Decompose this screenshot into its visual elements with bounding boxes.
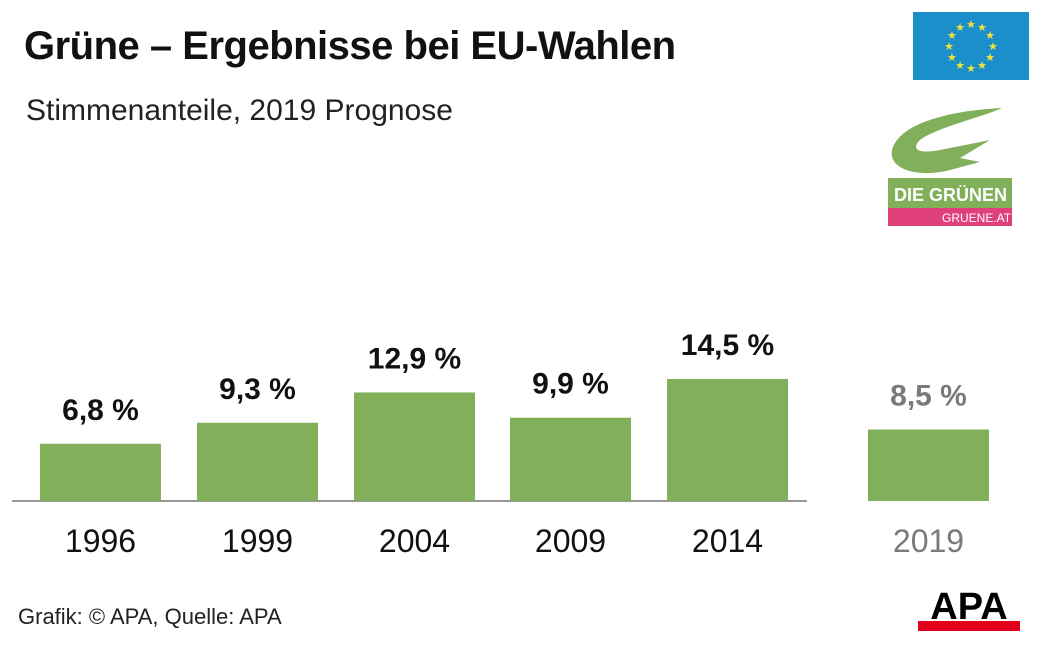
source-credit: Grafik: © APA, Quelle: APA (18, 604, 282, 629)
gruene-logo-url: GRUENE.AT (942, 211, 1012, 225)
x-tick-label-2009: 2009 (535, 523, 606, 559)
eu-star-icon: ★ (977, 22, 987, 34)
x-tick-label-1999: 1999 (222, 523, 293, 559)
bar-2009 (510, 417, 631, 501)
eu-star-icon: ★ (955, 22, 965, 34)
eu-star-icon: ★ (985, 30, 995, 42)
eu-star-icon: ★ (977, 60, 987, 72)
data-label-2019: 8,5 % (890, 379, 967, 412)
x-tick-label-2014: 2014 (692, 523, 763, 559)
data-label-1996: 6,8 % (62, 394, 139, 427)
chart-subtitle: Stimmenanteile, 2019 Prognose (26, 94, 453, 127)
bar-1996 (40, 443, 161, 501)
data-label-2004: 12,9 % (368, 342, 461, 375)
eu-star-icon: ★ (944, 41, 954, 53)
chart-title: Grüne – Ergebnisse bei EU-Wahlen (24, 24, 676, 68)
eu-star-icon: ★ (955, 60, 965, 72)
x-tick-label-2019: 2019 (893, 523, 964, 559)
eu-star-icon: ★ (966, 63, 976, 75)
bar-2004 (354, 392, 475, 501)
x-tick-label-2004: 2004 (379, 523, 450, 559)
apa-logo: APA (918, 586, 1020, 632)
bar-2014 (667, 379, 788, 501)
eu-star-icon: ★ (985, 52, 995, 64)
eu-star-icon: ★ (947, 30, 957, 42)
bar-2019 (868, 429, 989, 501)
gruene-logo-text: DIE GRÜNEN (894, 185, 1007, 205)
eu-star-icon: ★ (947, 52, 957, 64)
eu-star-icon: ★ (988, 41, 998, 53)
data-label-2014: 14,5 % (681, 329, 774, 362)
eu-flag-icon: ★ ★ ★ ★ ★ ★ ★ ★ ★ ★ ★ ★ (913, 12, 1029, 80)
gruene-logo: DIE GRÜNEN GRUENE.AT (880, 100, 1020, 230)
bar-1999 (197, 422, 318, 501)
data-label-2009: 9,9 % (532, 368, 609, 401)
x-tick-label-1996: 1996 (65, 523, 136, 559)
eu-star-icon: ★ (966, 19, 976, 31)
data-label-1999: 9,3 % (219, 373, 296, 406)
